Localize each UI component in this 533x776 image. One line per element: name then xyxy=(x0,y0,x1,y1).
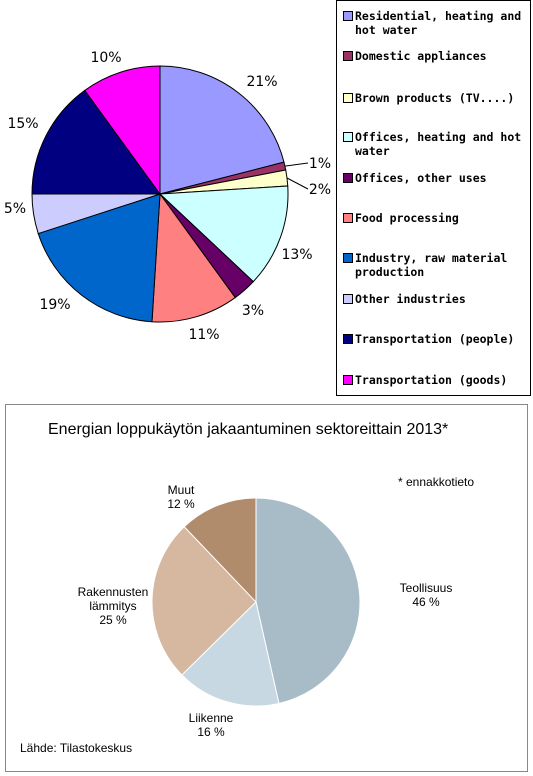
chart-energy-use-english: 21% 1% 2% 13% 3% 11% 19% 5% 15% 10% Residential, … xyxy=(4,0,531,396)
legend-1-swatch-8 xyxy=(343,294,353,304)
legend-1-label-7: Industry, raw material production xyxy=(355,251,508,279)
pie-1-data-label-2: 1% xyxy=(309,156,331,172)
pie-2-label-4-line-1: Muut xyxy=(167,483,195,497)
legend-1: Residential, heating and hot water Domest… xyxy=(336,0,531,396)
pie-1-data-label-7: 19% xyxy=(39,297,70,313)
pie-1-leader-line-3 xyxy=(286,177,309,190)
legend-1-swatch-1 xyxy=(343,11,353,21)
legend-1-label-1: Residential, heating and hot water xyxy=(355,9,522,37)
pie-2-label-2-line-1: Liikenne xyxy=(188,711,234,725)
chart-energy-use-finnish: Energian loppukäytön jakaantuminen sekto… xyxy=(5,404,528,772)
pie-2-label-1: Teollisuus 46 % xyxy=(376,581,476,609)
pie-1-slice-1 xyxy=(159,65,285,195)
pie-1-data-label-1: 21% xyxy=(246,74,277,90)
pie-2-label-3-line-2: lämmitys xyxy=(89,599,137,613)
pie-2-value-1: 46 % xyxy=(412,595,440,609)
legend-1-label-10: Transportation (goods) xyxy=(355,373,508,387)
pie-chart-2 xyxy=(151,497,361,707)
legend-1-swatch-7 xyxy=(343,253,353,263)
legend-1-swatch-2 xyxy=(343,51,353,61)
legend-1-label-3: Brown products (TV....) xyxy=(355,91,515,105)
legend-1-label-5: Offices, other uses xyxy=(355,171,487,185)
legend-1-item-3: Brown products (TV....) xyxy=(343,91,527,105)
pie-1-data-label-5: 3% xyxy=(242,303,264,319)
legend-1-swatch-3 xyxy=(343,93,353,103)
pie-2-label-1-line-1: Teollisuus xyxy=(399,581,453,595)
legend-1-item-7: Industry, raw material production xyxy=(343,251,527,279)
legend-1-swatch-9 xyxy=(343,334,353,344)
legend-1-item-8: Other industries xyxy=(343,292,527,306)
pie-2-slice-1 xyxy=(255,497,361,705)
legend-1-swatch-10 xyxy=(343,375,353,385)
legend-1-item-5: Offices, other uses xyxy=(343,171,527,185)
pie-1-data-label-3: 2% xyxy=(309,182,331,198)
legend-1-item-10: Transportation (goods) xyxy=(343,373,527,387)
legend-1-label-2: Domestic appliances xyxy=(355,49,487,63)
pie-2-label-2: Liikenne 16 % xyxy=(166,711,256,739)
pie-1-slice-4 xyxy=(158,185,289,283)
pie-2-slice-3 xyxy=(151,526,257,676)
legend-1-item-2: Domestic appliances xyxy=(343,49,527,63)
legend-1-item-1: Residential, heating and hot water xyxy=(343,9,527,37)
pie-1-leader-line-2 xyxy=(284,162,309,167)
legend-1-label-6: Food processing xyxy=(355,211,459,225)
pie-2-value-4: 12 % xyxy=(167,497,195,511)
pie-1-slice-6 xyxy=(151,192,236,323)
chart-2-title: Energian loppukäytön jakaantuminen sekto… xyxy=(48,421,449,438)
pie-1-data-label-6: 11% xyxy=(188,327,219,343)
chart-2-source: Lähde: Tilastokeskus xyxy=(20,741,133,755)
pie-1-data-label-10: 10% xyxy=(90,50,121,66)
pie-1-data-label-9: 15% xyxy=(7,116,38,132)
pie-2-label-4: Muut 12 % xyxy=(146,483,216,511)
chart-2-note: * ennakkotieto xyxy=(398,475,475,489)
pie-chart-1: 21% 1% 2% 13% 3% 11% 19% 5% 15% 10% xyxy=(4,50,331,343)
legend-1-item-4: Offices, heating and hot water xyxy=(343,130,527,158)
legend-1-swatch-6 xyxy=(343,213,353,223)
pie-1-slice-7 xyxy=(37,193,161,323)
pie-1-slice-10 xyxy=(84,65,161,196)
pie-2-label-3-line-1: Rakennusten xyxy=(77,585,149,599)
legend-1-item-6: Food processing xyxy=(343,211,527,225)
legend-1-label-9: Transportation (people) xyxy=(355,332,515,346)
legend-1-swatch-4 xyxy=(343,132,353,142)
legend-1-label-4: Offices, heating and hot water xyxy=(355,130,522,158)
pie-2-label-3: Rakennusten lämmitys 25 % xyxy=(58,585,168,627)
pie-2-value-3: 25 % xyxy=(99,613,127,627)
pie-2-slice-2 xyxy=(181,601,280,707)
pie-1-data-label-8: 5% xyxy=(4,201,26,217)
pie-1-slice-9 xyxy=(31,89,161,195)
legend-1-item-9: Transportation (people) xyxy=(343,332,527,346)
legend-1-label-8: Other industries xyxy=(355,292,466,306)
pie-2-slice-4 xyxy=(183,497,257,604)
pie-1-data-label-4: 13% xyxy=(281,247,312,263)
legend-1-swatch-5 xyxy=(343,173,353,183)
pie-2-value-2: 16 % xyxy=(197,725,225,739)
